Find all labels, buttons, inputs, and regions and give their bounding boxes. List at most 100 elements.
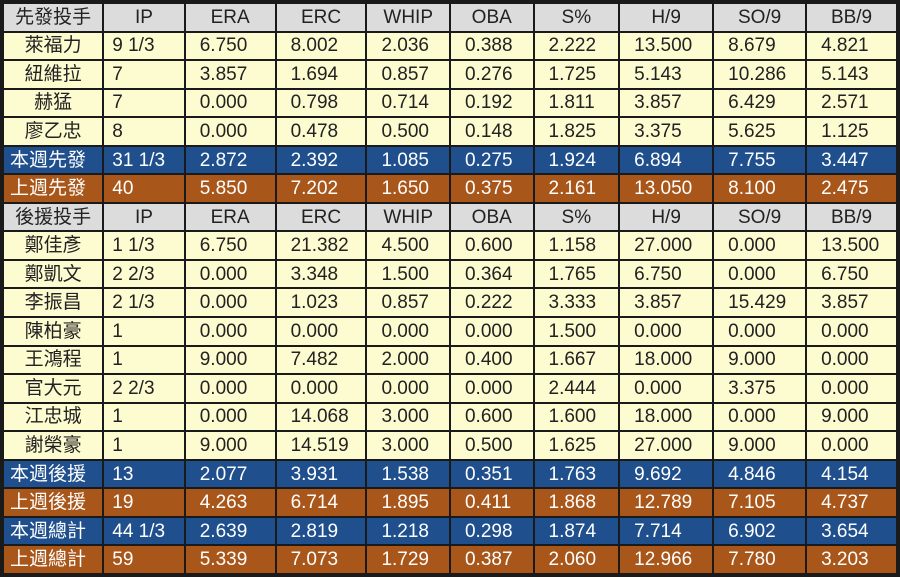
stat-erc: 7.202	[276, 175, 366, 202]
stat-oba: 0.388	[450, 32, 533, 60]
stat-so9: 8.679	[714, 32, 806, 60]
summary-label: 本週先發	[4, 146, 103, 174]
stat-whip: 0.000	[367, 375, 449, 402]
stat-ip: 2 2/3	[104, 260, 184, 288]
stat-whip: 0.000	[367, 318, 449, 345]
stat-erc: 7.073	[276, 546, 366, 573]
stat-erc: 8.002	[276, 32, 366, 60]
stat-erc: 0.478	[276, 118, 366, 145]
column-header-h9: H/9	[620, 203, 713, 231]
stat-oba: 0.000	[450, 375, 533, 402]
stat-era: 0.000	[185, 89, 275, 117]
stat-s-pct: 1.667	[534, 346, 619, 374]
column-header-era: ERA	[185, 4, 275, 31]
stat-oba: 0.351	[450, 460, 533, 488]
stat-oba: 0.192	[450, 89, 533, 117]
stat-ip: 44 1/3	[104, 517, 184, 545]
stat-h9: 27.000	[620, 432, 713, 459]
pitcher-row: 鄭凱文 2 2/3 0.000 3.348 1.500 0.364 1.765 6.750 0.…	[4, 260, 896, 288]
stat-so9: 0.000	[714, 260, 806, 288]
stat-ip: 40	[104, 175, 184, 202]
stat-s-pct: 2.222	[534, 32, 619, 60]
column-header-ip: IP	[104, 203, 184, 231]
stat-era: 0.000	[185, 375, 275, 402]
stat-bb9: 0.000	[807, 375, 896, 402]
stat-whip: 0.857	[367, 289, 449, 317]
stat-so9: 0.000	[714, 318, 806, 345]
stat-whip: 3.000	[367, 432, 449, 459]
stat-so9: 7.755	[714, 146, 806, 174]
stat-ip: 19	[104, 489, 184, 516]
pitcher-name: 李振昌	[4, 289, 103, 317]
stat-bb9: 5.143	[807, 61, 896, 88]
stat-h9: 3.857	[620, 289, 713, 317]
last-week-summary-row: 上週後援 19 4.263 6.714 1.895 0.411 1.868 12.789 7.1…	[4, 489, 896, 516]
stat-erc: 6.714	[276, 489, 366, 516]
stat-era: 0.000	[185, 318, 275, 345]
pitcher-row: 謝榮豪 1 9.000 14.519 3.000 0.500 1.625 27.000 9.00…	[4, 432, 896, 459]
stat-ip: 2 2/3	[104, 375, 184, 402]
stat-s-pct: 1.600	[534, 403, 619, 431]
stat-oba: 0.500	[450, 432, 533, 459]
stat-bb9: 6.750	[807, 260, 896, 288]
column-header-whip: WHIP	[367, 203, 449, 231]
stat-whip: 0.714	[367, 89, 449, 117]
pitcher-row: 赫猛 7 0.000 0.798 0.714 0.192 1.811 3.857 6.429 2.…	[4, 89, 896, 117]
stat-era: 0.000	[185, 260, 275, 288]
stat-h9: 3.375	[620, 118, 713, 145]
stat-h9: 9.692	[620, 460, 713, 488]
stat-s-pct: 1.765	[534, 260, 619, 288]
stat-so9: 10.286	[714, 61, 806, 88]
stat-era: 2.639	[185, 517, 275, 545]
stat-h9: 12.789	[620, 489, 713, 516]
stat-bb9: 4.821	[807, 32, 896, 60]
stat-whip: 0.500	[367, 118, 449, 145]
stat-bb9: 0.000	[807, 346, 896, 374]
stat-erc: 2.392	[276, 146, 366, 174]
stat-ip: 1	[104, 432, 184, 459]
stat-whip: 1.895	[367, 489, 449, 516]
section-title: 後援投手	[4, 203, 103, 231]
stat-oba: 0.364	[450, 260, 533, 288]
stat-ip: 1	[104, 346, 184, 374]
pitcher-row: 官大元 2 2/3 0.000 0.000 0.000 0.000 2.444 0.000 3.…	[4, 375, 896, 402]
summary-label: 上週總計	[4, 546, 103, 573]
stat-whip: 3.000	[367, 403, 449, 431]
stat-ip: 7	[104, 89, 184, 117]
stat-era: 0.000	[185, 118, 275, 145]
stat-h9: 0.000	[620, 318, 713, 345]
stat-oba: 0.600	[450, 403, 533, 431]
stat-oba: 0.148	[450, 118, 533, 145]
pitcher-row: 鄭佳彥 1 1/3 6.750 21.382 4.500 0.600 1.158 27.000…	[4, 232, 896, 259]
stat-era: 9.000	[185, 432, 275, 459]
pitcher-name: 赫猛	[4, 89, 103, 117]
column-header-erc: ERC	[276, 203, 366, 231]
stat-erc: 0.000	[276, 318, 366, 345]
pitcher-row: 萊福力 9 1/3 6.750 8.002 2.036 0.388 2.222 13.500 8…	[4, 32, 896, 60]
stat-erc: 2.819	[276, 517, 366, 545]
summary-label: 上週先發	[4, 175, 103, 202]
stat-so9: 9.000	[714, 346, 806, 374]
stat-ip: 13	[104, 460, 184, 488]
stat-so9: 6.902	[714, 517, 806, 545]
stat-so9: 6.429	[714, 89, 806, 117]
stat-era: 6.750	[185, 32, 275, 60]
stat-oba: 0.275	[450, 146, 533, 174]
stat-era: 2.872	[185, 146, 275, 174]
stat-h9: 0.000	[620, 375, 713, 402]
stat-oba: 0.375	[450, 175, 533, 202]
stat-ip: 1	[104, 318, 184, 345]
stat-oba: 0.000	[450, 318, 533, 345]
stat-oba: 0.298	[450, 517, 533, 545]
stat-oba: 0.387	[450, 546, 533, 573]
stat-so9: 8.100	[714, 175, 806, 202]
stat-whip: 1.729	[367, 546, 449, 573]
stat-era: 9.000	[185, 346, 275, 374]
pitcher-name: 鄭佳彥	[4, 232, 103, 259]
column-header-bb9: BB/9	[807, 4, 896, 31]
column-header-oba: OBA	[450, 203, 533, 231]
stat-s-pct: 2.444	[534, 375, 619, 402]
stat-s-pct: 1.158	[534, 232, 619, 259]
stat-oba: 0.400	[450, 346, 533, 374]
